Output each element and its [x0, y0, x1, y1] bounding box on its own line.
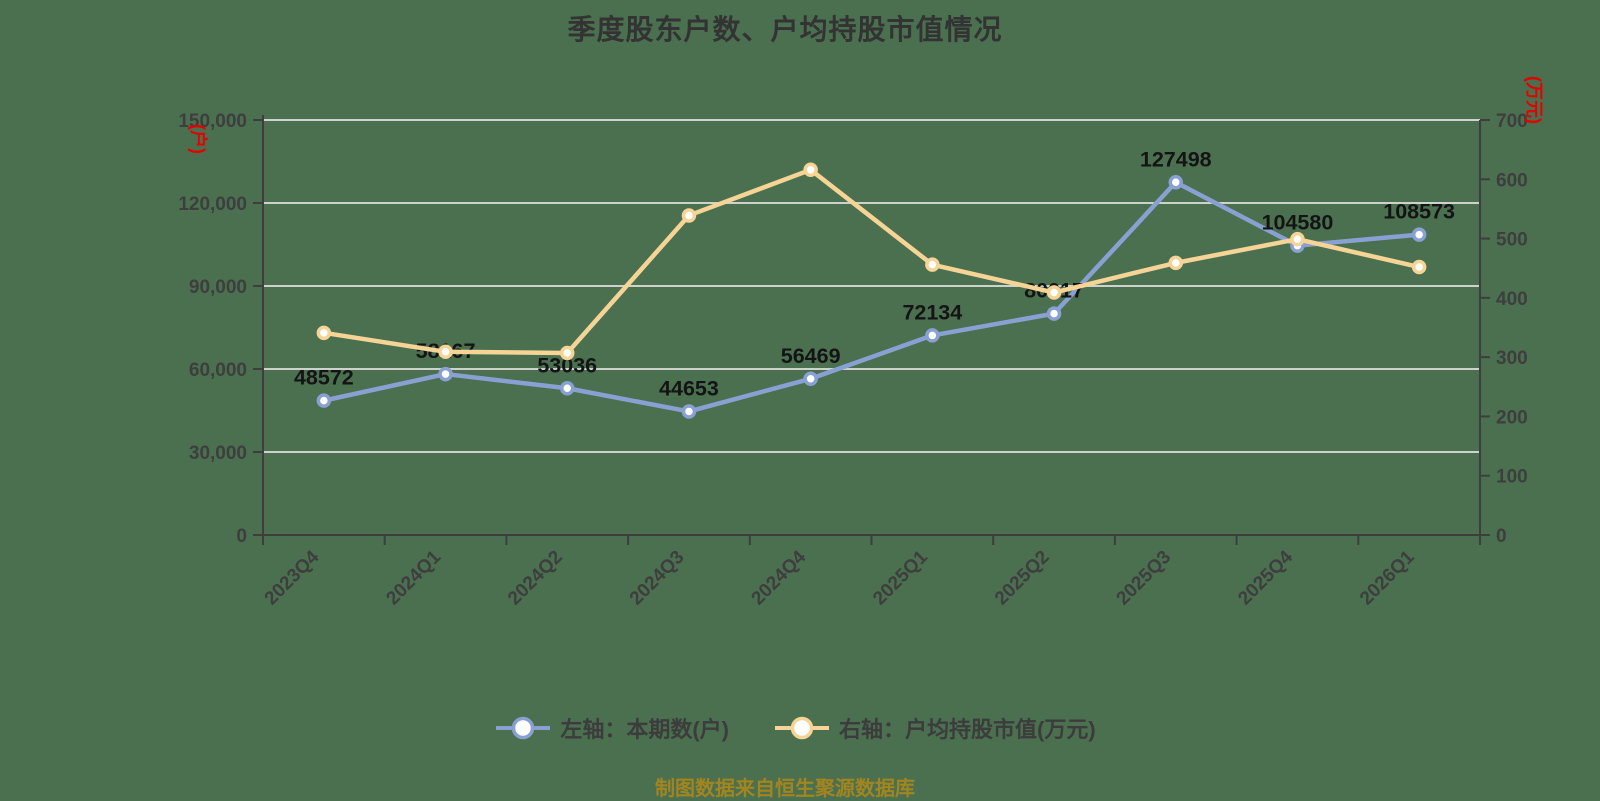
data-point-marker — [438, 366, 453, 382]
data-point-marker — [438, 344, 453, 360]
data-point-marker — [1046, 285, 1062, 300]
legend-marker-icon — [775, 716, 829, 740]
right-axis-tick-label: 400 — [1496, 289, 1528, 310]
chart-legend: 左轴：本期数(户) 右轴：户均持股市值(万元) — [0, 712, 1590, 744]
data-point-label: 104580 — [1262, 211, 1334, 235]
x-axis-category-label: 2025Q3 — [1113, 547, 1176, 610]
data-point-marker — [1290, 231, 1305, 247]
left-axis-unit-label: (户) — [188, 124, 208, 154]
data-point-marker — [316, 393, 332, 408]
series-line-left — [321, 180, 1422, 414]
left-axis-tick-label: 150,000 — [178, 111, 247, 132]
right-axis-tick-label: 100 — [1496, 467, 1528, 488]
data-point-marker — [925, 257, 940, 272]
data-point-marker — [681, 208, 697, 223]
right-axis-tick-label: 700 — [1496, 111, 1528, 132]
data-point-marker — [560, 345, 575, 361]
data-point-marker — [803, 371, 818, 387]
data-point-marker — [925, 328, 940, 343]
data-point-marker — [1168, 175, 1183, 190]
left-axis-tick-label: 0 — [236, 526, 247, 547]
data-point-marker — [681, 404, 697, 419]
chart-title: 季度股东户数、户均持股市值情况 — [567, 14, 1003, 45]
data-point-label: 48572 — [294, 366, 354, 390]
right-axis-tick-label: 500 — [1496, 230, 1528, 251]
legend-item-label: 左轴：本期数(户) — [560, 717, 729, 742]
series-line-right — [321, 167, 1422, 356]
legend-item-label: 右轴：户均持股市值(万元) — [839, 717, 1096, 742]
left-axis-tick-label: 120,000 — [178, 194, 247, 215]
data-point-label: 108573 — [1383, 200, 1455, 224]
right-axis-tick-label: 200 — [1496, 407, 1528, 428]
x-axis-category-label: 2024Q3 — [626, 547, 689, 610]
data-point-marker — [1411, 227, 1427, 242]
right-axis-tick-label: 600 — [1496, 170, 1528, 191]
data-source-caption: 制图数据来自恒生聚源数据库 — [655, 778, 915, 800]
data-point-label: 72134 — [902, 300, 962, 324]
data-point-marker — [803, 162, 818, 178]
legend-item[interactable]: 左轴：本期数(户) — [494, 712, 729, 744]
legend-item[interactable]: 右轴：户均持股市值(万元) — [773, 712, 1096, 744]
x-axis-category-label: 2026Q1 — [1356, 546, 1419, 609]
right-axis-tick-label: 300 — [1496, 348, 1528, 369]
data-point-label: 56469 — [781, 344, 841, 368]
x-axis-category-label: 2025Q2 — [991, 547, 1054, 610]
data-point-label: 127498 — [1140, 147, 1212, 171]
x-axis-category-label: 2023Q4 — [261, 546, 324, 609]
data-point-marker — [1411, 259, 1427, 275]
left-axis-tick-label: 90,000 — [189, 277, 247, 298]
x-axis-category-label: 2025Q1 — [869, 546, 932, 609]
x-axis-category-label: 2024Q1 — [382, 546, 445, 609]
x-axis-category-label: 2024Q4 — [748, 546, 811, 609]
right-axis-unit-label: (万元) — [1524, 76, 1544, 124]
right-axis-tick-label: 0 — [1496, 526, 1507, 547]
legend-marker-icon — [496, 716, 551, 740]
data-point-label: 44653 — [659, 376, 719, 400]
data-point-marker — [1046, 306, 1062, 321]
x-axis-category-label: 2024Q2 — [504, 547, 567, 610]
left-axis-tick-label: 60,000 — [189, 360, 247, 381]
data-point-marker — [316, 325, 332, 341]
data-point-marker — [1168, 255, 1183, 271]
left-axis-tick-label: 30,000 — [189, 443, 247, 464]
x-axis-category-label: 2025Q4 — [1234, 546, 1297, 609]
data-point-marker — [560, 381, 575, 396]
